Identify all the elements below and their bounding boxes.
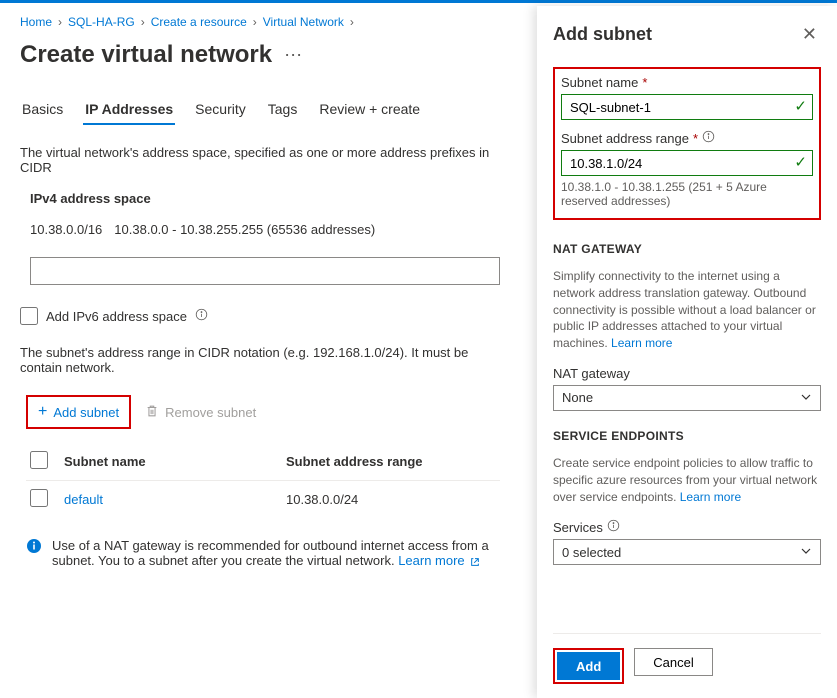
tab-review-create[interactable]: Review + create	[317, 95, 422, 125]
info-icon[interactable]	[607, 519, 620, 535]
checkmark-icon: ✓	[794, 97, 807, 115]
tab-ip-addresses[interactable]: IP Addresses	[83, 95, 175, 125]
trash-icon	[145, 404, 159, 421]
subnet-table: Subnet name Subnet address range default…	[26, 443, 500, 518]
external-link-icon	[468, 553, 480, 568]
tab-tags[interactable]: Tags	[266, 95, 300, 125]
ipv6-checkbox[interactable]	[20, 307, 38, 325]
info-icon[interactable]	[702, 130, 715, 146]
breadcrumb-link[interactable]: Virtual Network	[263, 15, 344, 29]
address-space-input[interactable]	[30, 257, 500, 285]
more-icon[interactable]: ⋯	[284, 45, 302, 66]
dropdown-value: 0 selected	[562, 545, 621, 560]
chevron-down-icon	[800, 545, 812, 560]
chevron-right-icon: ›	[58, 15, 62, 29]
breadcrumb-link[interactable]: SQL-HA-RG	[68, 15, 135, 29]
subnet-range-label: Subnet address range*	[561, 130, 813, 146]
checkmark-icon: ✓	[794, 153, 807, 171]
row-checkbox[interactable]	[30, 489, 48, 507]
ipv6-checkbox-label: Add IPv6 address space	[46, 309, 187, 324]
learn-more-link[interactable]: Learn more	[611, 336, 672, 350]
nat-info-text: Use of a NAT gateway is recommended for …	[52, 538, 494, 568]
plus-icon: +	[38, 403, 47, 421]
subnet-range-header: Subnet address range	[286, 454, 496, 469]
table-row[interactable]: default 10.38.0.0/24	[26, 480, 500, 518]
services-dropdown[interactable]: 0 selected	[553, 539, 821, 565]
add-subnet-panel: Add subnet ✕ Subnet name* ✓ Subnet addre…	[537, 6, 837, 698]
subnet-range-input[interactable]	[561, 150, 813, 176]
chevron-right-icon: ›	[253, 15, 257, 29]
page-title: Create virtual network	[20, 41, 272, 69]
chevron-down-icon	[800, 391, 812, 406]
chevron-right-icon: ›	[141, 15, 145, 29]
subnet-name-input[interactable]	[561, 94, 813, 120]
nat-gateway-header: NAT GATEWAY	[553, 242, 821, 256]
nat-gateway-description: Simplify connectivity to the internet us…	[553, 268, 821, 352]
tabs: Basics IP Addresses Security Tags Review…	[20, 95, 500, 125]
add-button[interactable]: Add	[557, 652, 620, 680]
services-dropdown-label: Services	[553, 519, 821, 535]
select-all-checkbox[interactable]	[30, 451, 48, 469]
tab-basics[interactable]: Basics	[20, 95, 65, 125]
breadcrumb: Home › SQL-HA-RG › Create a resource › V…	[20, 15, 500, 29]
service-endpoints-header: SERVICE ENDPOINTS	[553, 429, 821, 443]
breadcrumb-link[interactable]: Home	[20, 15, 52, 29]
info-icon[interactable]	[195, 308, 208, 324]
subnet-range-hint: 10.38.1.0 - 10.38.1.255 (251 + 5 Azure r…	[561, 180, 813, 208]
nat-gateway-dropdown-label: NAT gateway	[553, 366, 821, 381]
address-space-description: The virtual network's address space, spe…	[20, 145, 500, 175]
panel-title: Add subnet	[553, 24, 652, 45]
chevron-right-icon: ›	[350, 15, 354, 29]
close-icon[interactable]: ✕	[798, 24, 821, 45]
info-icon	[26, 538, 42, 568]
add-subnet-button[interactable]: + Add subnet	[26, 395, 131, 429]
tab-security[interactable]: Security	[193, 95, 248, 125]
nat-gateway-dropdown[interactable]: None	[553, 385, 821, 411]
subnet-name-label: Subnet name*	[561, 75, 813, 90]
learn-more-link[interactable]: Learn more	[398, 553, 480, 568]
subnet-range-value: 10.38.0.0/24	[286, 492, 496, 507]
subnet-name-link[interactable]: default	[64, 492, 103, 507]
service-endpoints-description: Create service endpoint policies to allo…	[553, 455, 821, 505]
remove-subnet-label: Remove subnet	[165, 405, 256, 420]
subnet-name-header: Subnet name	[64, 454, 274, 469]
cancel-button[interactable]: Cancel	[634, 648, 712, 676]
ipv4-cidr: 10.38.0.0/16	[30, 222, 102, 237]
ipv4-range: 10.38.0.0 - 10.38.255.255 (65536 address…	[114, 222, 375, 237]
breadcrumb-link[interactable]: Create a resource	[151, 15, 247, 29]
learn-more-link[interactable]: Learn more	[680, 490, 741, 504]
ipv4-address-space-label: IPv4 address space	[30, 191, 500, 206]
remove-subnet-button: Remove subnet	[145, 404, 256, 421]
add-subnet-label: Add subnet	[53, 405, 119, 420]
dropdown-value: None	[562, 390, 593, 405]
subnet-description: The subnet's address range in CIDR notat…	[20, 345, 500, 375]
